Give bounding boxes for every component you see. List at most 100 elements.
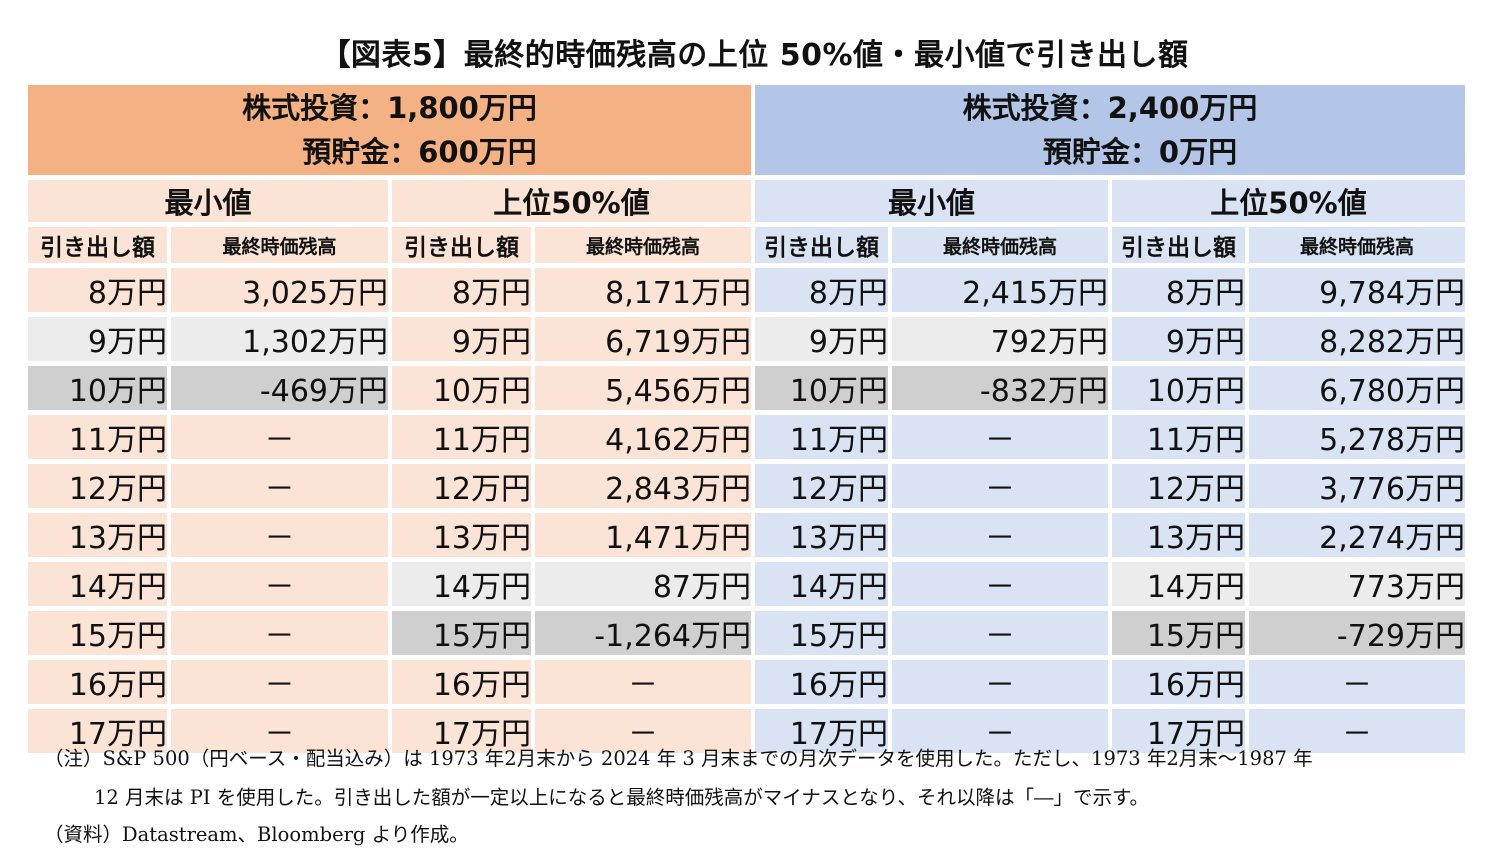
cell-b-min-balance: － [892,415,1108,459]
cell-a-min-withdrawal: 16万円 [28,660,167,704]
cell-a-min-withdrawal: 8万円 [28,268,167,312]
cell-a-top50-withdrawal: 10万円 [392,366,531,410]
table-row: 11万円 － 11万円 4,162万円 11万円 － 11万円 5,278万円 [28,415,1465,459]
column-header-row: 引き出し額 最終時価残高 引き出し額 最終時価残高 引き出し額 最終時価残高 引… [28,227,1465,263]
cell-b-min-withdrawal: 12万円 [755,464,888,508]
column-header-withdrawal: 引き出し額 [1112,227,1245,263]
scenario-a-top50-header: 上位50%値 [392,180,751,222]
scenario-a-stock: 株式投資：1,800万円 [242,91,537,125]
cell-b-top50-withdrawal: 17万円 [1112,709,1245,753]
column-header-balance: 最終時価残高 [171,227,388,263]
scenario-a-savings: 預貯金：600万円 [302,135,537,169]
cell-b-top50-balance: － [1249,709,1465,753]
cell-a-top50-withdrawal: 9万円 [392,317,531,361]
cell-b-min-withdrawal: 14万円 [755,562,888,606]
column-header-withdrawal: 引き出し額 [28,227,167,263]
cell-b-min-withdrawal: 13万円 [755,513,888,557]
table-row: 10万円 -469万円 10万円 5,456万円 10万円 -832万円 10万… [28,366,1465,410]
cell-a-top50-balance: － [535,709,751,753]
cell-a-min-withdrawal: 17万円 [28,709,167,753]
scenario-b-header: 株式投資：2,400万円 預貯金：0万円 [755,85,1465,175]
page-title: 【図表5】最終的時価残高の上位 50%値・最小値で引き出し額 [320,38,1189,73]
cell-a-min-balance: 3,025万円 [171,268,388,312]
cell-a-min-balance: － [171,611,388,655]
cell-a-min-withdrawal: 9万円 [28,317,167,361]
scenario-b-savings: 預貯金：0万円 [1042,135,1238,169]
cell-a-top50-balance: 8,171万円 [535,268,751,312]
column-header-withdrawal: 引き出し額 [392,227,531,263]
cell-b-top50-withdrawal: 13万円 [1112,513,1245,557]
cell-b-min-withdrawal: 16万円 [755,660,888,704]
column-header-balance: 最終時価残高 [535,227,751,263]
table-row: 14万円 － 14万円 87万円 14万円 － 14万円 773万円 [28,562,1465,606]
group-header-row: 最小値 上位50%値 最小値 上位50%値 [28,180,1465,222]
cell-b-min-withdrawal: 8万円 [755,268,888,312]
table-row: 15万円 － 15万円 -1,264万円 15万円 － 15万円 -729万円 [28,611,1465,655]
cell-b-top50-balance: 3,776万円 [1249,464,1465,508]
cell-a-top50-withdrawal: 16万円 [392,660,531,704]
table-row: 8万円 3,025万円 8万円 8,171万円 8万円 2,415万円 8万円 … [28,268,1465,312]
column-header-balance: 最終時価残高 [1249,227,1465,263]
cell-b-min-balance: － [892,660,1108,704]
cell-b-top50-withdrawal: 10万円 [1112,366,1245,410]
cell-b-top50-balance: 6,780万円 [1249,366,1465,410]
cell-b-top50-withdrawal: 14万円 [1112,562,1245,606]
cell-a-min-balance: -469万円 [171,366,388,410]
column-header-withdrawal: 引き出し額 [755,227,888,263]
cell-a-top50-balance: － [535,660,751,704]
footnote-line: 12 月末は PI を使用した。引き出した額が一定以上になると最終時価残高がマイ… [94,786,1150,809]
cell-a-top50-balance: 6,719万円 [535,317,751,361]
cell-b-min-balance: 2,415万円 [892,268,1108,312]
footnote-line: （注）S&P 500（円ベース・配当込み）は 1973 年2月末から 2024 … [44,747,1313,770]
cell-a-min-withdrawal: 15万円 [28,611,167,655]
cell-b-top50-balance: 773万円 [1249,562,1465,606]
cell-a-min-withdrawal: 10万円 [28,366,167,410]
cell-b-min-withdrawal: 17万円 [755,709,888,753]
cell-a-top50-withdrawal: 12万円 [392,464,531,508]
cell-b-top50-withdrawal: 11万円 [1112,415,1245,459]
cell-b-top50-withdrawal: 8万円 [1112,268,1245,312]
cell-b-min-balance: -832万円 [892,366,1108,410]
cell-a-top50-balance: 4,162万円 [535,415,751,459]
column-header-balance: 最終時価残高 [892,227,1108,263]
cell-a-top50-balance: 87万円 [535,562,751,606]
table-row: 9万円 1,302万円 9万円 6,719万円 9万円 792万円 9万円 8,… [28,317,1465,361]
scenario-a-header: 株式投資：1,800万円 預貯金：600万円 [28,85,751,175]
scenario-b-min-header: 最小値 [755,180,1108,222]
table-row: 17万円 － 17万円 － 17万円 － 17万円 － [28,709,1465,753]
cell-b-min-balance: － [892,513,1108,557]
cell-a-top50-withdrawal: 8万円 [392,268,531,312]
cell-b-top50-balance: 9,784万円 [1249,268,1465,312]
cell-a-min-withdrawal: 14万円 [28,562,167,606]
cell-a-min-balance: － [171,660,388,704]
scenario-b-top50-header: 上位50%値 [1112,180,1465,222]
scenario-b-stock: 株式投資：2,400万円 [962,91,1258,125]
cell-a-top50-balance: 2,843万円 [535,464,751,508]
cell-b-min-balance: － [892,611,1108,655]
cell-a-top50-balance: -1,264万円 [535,611,751,655]
cell-a-top50-withdrawal: 17万円 [392,709,531,753]
cell-a-top50-withdrawal: 11万円 [392,415,531,459]
cell-a-min-balance: 1,302万円 [171,317,388,361]
table-row: 13万円 － 13万円 1,471万円 13万円 － 13万円 2,274万円 [28,513,1465,557]
table-row: 12万円 － 12万円 2,843万円 12万円 － 12万円 3,776万円 [28,464,1465,508]
withdrawal-table: 株式投資：1,800万円 預貯金：600万円 株式投資：2,400万円 預貯金：… [24,80,1469,758]
cell-a-min-balance: － [171,709,388,753]
cell-a-top50-withdrawal: 15万円 [392,611,531,655]
cell-a-min-balance: － [171,562,388,606]
cell-b-top50-withdrawal: 16万円 [1112,660,1245,704]
cell-b-top50-withdrawal: 12万円 [1112,464,1245,508]
cell-a-top50-balance: 1,471万円 [535,513,751,557]
cell-b-top50-balance: 8,282万円 [1249,317,1465,361]
cell-b-min-withdrawal: 9万円 [755,317,888,361]
source-note: （資料）Datastream、Bloomberg より作成。 [44,823,469,846]
scenario-header-row: 株式投資：1,800万円 預貯金：600万円 株式投資：2,400万円 預貯金：… [28,85,1465,175]
cell-b-top50-balance: -729万円 [1249,611,1465,655]
cell-b-top50-balance: － [1249,660,1465,704]
scenario-a-min-header: 最小値 [28,180,388,222]
cell-b-min-withdrawal: 11万円 [755,415,888,459]
cell-b-top50-balance: 2,274万円 [1249,513,1465,557]
cell-a-min-balance: － [171,415,388,459]
cell-b-min-balance: 792万円 [892,317,1108,361]
cell-a-top50-balance: 5,456万円 [535,366,751,410]
